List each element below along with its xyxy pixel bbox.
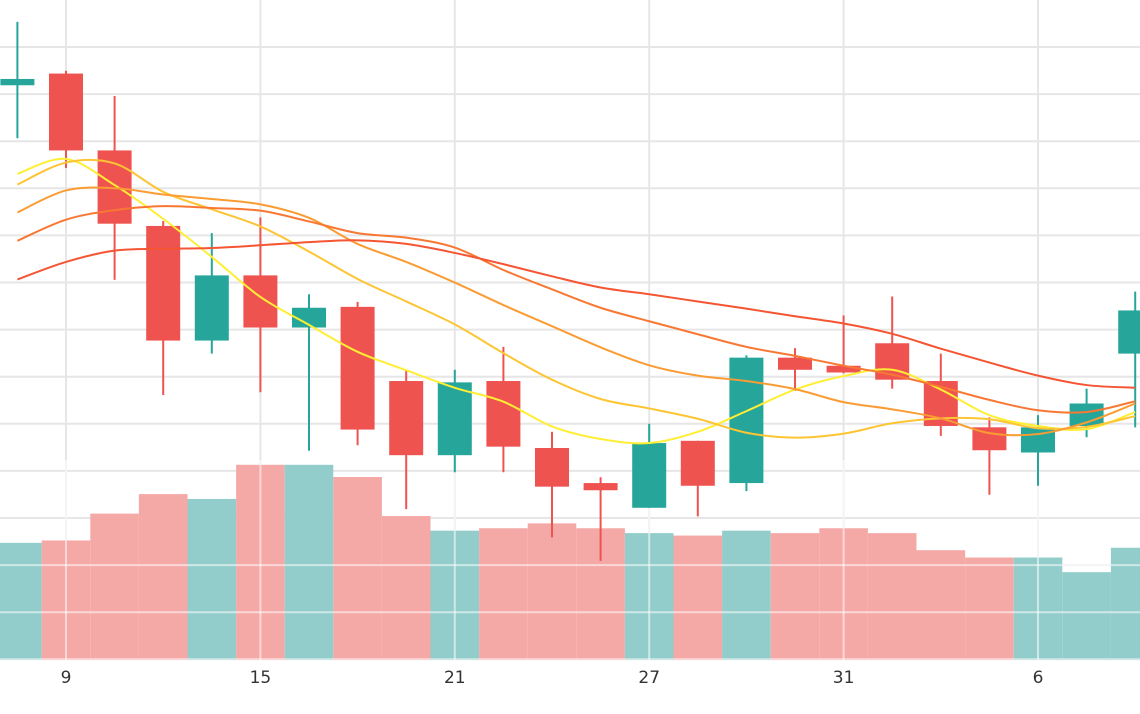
candle-body [632,443,667,508]
candle-body [680,440,715,486]
volume-bar [867,533,917,660]
moving-average-line [16,186,1136,437]
candle-body [49,73,83,151]
volume-bar [965,557,1014,660]
moving-average-line [17,205,1136,414]
candle-body [972,427,1007,451]
x-axis: 9 15 21 27 31 6 [61,668,1044,688]
volume-bar [90,513,139,660]
candle-body [0,78,35,86]
candle-body [486,381,521,447]
candle-body [389,381,424,456]
x-tick-label: 15 [250,668,272,688]
volume-bar [187,498,237,660]
volume-bar [284,464,334,660]
x-tick-label: 27 [638,668,660,688]
x-tick-label: 9 [61,668,72,688]
volume-bar [381,516,431,660]
volume-bar [138,494,188,660]
volume-bar [479,528,528,660]
volume-bar [527,523,577,660]
volume-bars [0,464,1140,660]
volume-bar [722,530,771,660]
volume-bar [916,550,966,660]
volume-bar [673,535,723,660]
candle-body [243,275,278,328]
volume-bar [770,533,820,660]
candle-body [194,275,229,341]
candles [0,21,1140,561]
volume-bar [1062,572,1111,660]
moving-averages [16,157,1136,445]
candle-body [535,448,569,487]
candle-body [1021,427,1055,453]
moving-average-line [17,157,1136,445]
candle-body [292,307,326,328]
volume-bar [0,542,42,660]
x-tick-label: 21 [444,668,466,688]
candle-body [1118,310,1140,354]
candle-body [778,357,812,370]
candle-body [146,225,181,341]
x-tick-label: 31 [833,668,855,688]
candle-body [437,382,472,456]
candle-body [729,357,764,484]
x-tick-label: 6 [1033,668,1044,688]
candle-body [583,483,618,491]
volume-bar [333,477,382,660]
candle-body [826,365,861,373]
candle-body [340,306,375,430]
volume-bar [1110,547,1140,660]
moving-average-line [17,239,1136,389]
